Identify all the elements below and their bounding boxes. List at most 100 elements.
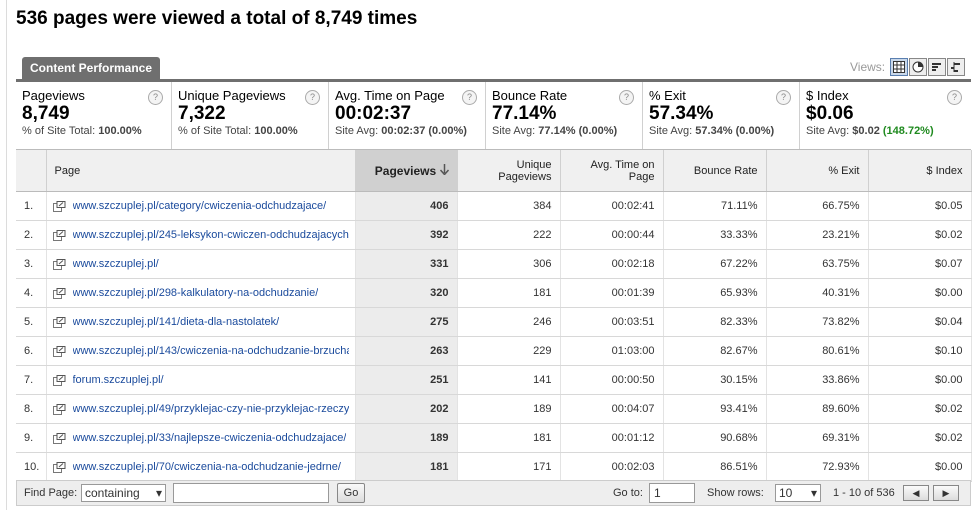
column-header-unique-pageviews[interactable]: Unique Pageviews bbox=[457, 150, 561, 192]
metric-sub: Site Avg: 57.34% (0.00%) bbox=[649, 125, 775, 137]
page-cell: www.szczuplej.pl/ bbox=[46, 249, 356, 279]
unique-pageviews-cell: 229 bbox=[457, 336, 561, 366]
views-label: Views: bbox=[850, 60, 886, 74]
metric-value: 8,749 bbox=[22, 103, 70, 124]
external-link-icon[interactable] bbox=[52, 287, 66, 299]
exit-cell: 33.86% bbox=[766, 365, 869, 395]
page-link[interactable]: forum.szczuplej.pl/ bbox=[72, 374, 164, 386]
page-link[interactable]: www.szczuplej.pl/298-kalkulatory-na-odch… bbox=[72, 287, 319, 299]
pageviews-cell: 189 bbox=[355, 423, 458, 453]
external-link-icon[interactable] bbox=[52, 229, 66, 241]
bounce-rate-cell: 82.33% bbox=[663, 307, 767, 337]
go-button[interactable]: Go bbox=[337, 483, 365, 503]
page-cell: www.szczuplej.pl/49/przyklejac-czy-nie-p… bbox=[46, 394, 356, 424]
avg-time-cell: 00:00:44 bbox=[560, 220, 664, 250]
page-link[interactable]: www.szczuplej.pl/ bbox=[72, 258, 159, 270]
external-link-icon[interactable] bbox=[52, 461, 66, 473]
bounce-rate-cell: 86.51% bbox=[663, 452, 767, 482]
chevron-down-icon: ▾ bbox=[810, 486, 817, 500]
column-header-pageviews[interactable]: Pageviews bbox=[355, 150, 458, 192]
help-icon[interactable]: ? bbox=[947, 90, 962, 105]
table-row: 4. www.szczuplej.pl/298-kalkulatory-na-od… bbox=[16, 278, 972, 308]
page-link[interactable]: www.szczuplej.pl/33/najlepsze-cwiczenia-… bbox=[72, 432, 347, 444]
prev-page-button[interactable]: ◀ bbox=[903, 485, 929, 501]
avg-time-cell: 00:02:03 bbox=[560, 452, 664, 482]
help-icon[interactable]: ? bbox=[619, 90, 634, 105]
show-rows-label: Show rows: bbox=[707, 487, 764, 499]
external-link-icon[interactable] bbox=[52, 316, 66, 328]
pie-view-icon[interactable] bbox=[909, 58, 928, 76]
metric-index: $ Index $0.06 Site Avg: $0.02 (148.72%) … bbox=[800, 82, 970, 149]
bounce-rate-cell: 33.33% bbox=[663, 220, 767, 250]
pageviews-cell: 320 bbox=[355, 278, 458, 308]
metric-sub: % of Site Total: 100.00% bbox=[178, 125, 298, 137]
metric-value: 00:02:37 bbox=[335, 103, 412, 124]
avg-time-cell: 00:00:50 bbox=[560, 365, 664, 395]
metric-label: Unique Pageviews bbox=[178, 88, 286, 103]
find-page-label: Find Page: bbox=[24, 487, 78, 499]
index-cell: $0.10 bbox=[868, 336, 972, 366]
external-link-icon[interactable] bbox=[52, 345, 66, 357]
column-header-bounce-rate[interactable]: Bounce Rate bbox=[663, 150, 767, 192]
page-cell: www.szczuplej.pl/143/cwiczenia-na-odchud… bbox=[46, 336, 356, 366]
pageviews-cell: 275 bbox=[355, 307, 458, 337]
avg-time-cell: 00:01:39 bbox=[560, 278, 664, 308]
avg-time-cell: 01:03:00 bbox=[560, 336, 664, 366]
find-mode-select[interactable]: containing ▾ bbox=[81, 484, 166, 502]
show-rows-select[interactable]: 10 ▾ bbox=[775, 484, 821, 502]
index-cell: $0.04 bbox=[868, 307, 972, 337]
page-link[interactable]: www.szczuplej.pl/141/dieta-dla-nastolate… bbox=[72, 316, 280, 328]
external-link-icon[interactable] bbox=[52, 432, 66, 444]
table-row: 9. www.szczuplej.pl/33/najlepsze-cwiczeni… bbox=[16, 423, 972, 453]
external-link-icon[interactable] bbox=[52, 258, 66, 270]
page-link[interactable]: www.szczuplej.pl/70/cwiczenia-na-odchudz… bbox=[72, 461, 341, 473]
index-cell: $0.02 bbox=[868, 423, 972, 453]
column-header-avg-time[interactable]: Avg. Time on Page bbox=[560, 150, 664, 192]
help-icon[interactable]: ? bbox=[305, 90, 320, 105]
page-link[interactable]: www.szczuplej.pl/category/cwiczenia-odch… bbox=[72, 200, 327, 212]
unique-pageviews-cell: 141 bbox=[457, 365, 561, 395]
unique-pageviews-cell: 181 bbox=[457, 423, 561, 453]
page-link[interactable]: www.szczuplej.pl/143/cwiczenia-na-odchud… bbox=[72, 345, 349, 357]
row-number: 10. bbox=[16, 452, 47, 482]
performance-view-icon[interactable] bbox=[928, 58, 947, 76]
bounce-rate-cell: 90.68% bbox=[663, 423, 767, 453]
page-link[interactable]: www.szczuplej.pl/49/przyklejac-czy-nie-p… bbox=[72, 403, 349, 415]
metric-label: Pageviews bbox=[22, 88, 85, 103]
chevron-down-icon: ▾ bbox=[155, 486, 162, 500]
metric-value: 7,322 bbox=[178, 103, 226, 124]
page-cell: www.szczuplej.pl/70/cwiczenia-na-odchudz… bbox=[46, 452, 356, 482]
table-row: 7. forum.szczuplej.pl/251 141 00:00:50 30.15… bbox=[16, 365, 972, 395]
help-icon[interactable]: ? bbox=[462, 90, 477, 105]
external-link-icon[interactable] bbox=[52, 200, 66, 212]
external-link-icon[interactable] bbox=[52, 403, 66, 415]
table-row: 2. www.szczuplej.pl/245-leksykon-cwiczen-… bbox=[16, 220, 972, 250]
comparison-view-icon[interactable] bbox=[947, 58, 966, 76]
tab-content-performance[interactable]: Content Performance bbox=[22, 57, 161, 79]
column-header-exit[interactable]: % Exit bbox=[766, 150, 869, 192]
metric-exit: % Exit 57.34% Site Avg: 57.34% (0.00%) ? bbox=[643, 82, 800, 149]
goto-input[interactable]: 1 bbox=[649, 483, 695, 503]
unique-pageviews-cell: 306 bbox=[457, 249, 561, 279]
help-icon[interactable]: ? bbox=[776, 90, 791, 105]
next-page-button[interactable]: ▶ bbox=[933, 485, 959, 501]
views-switcher: Views: bbox=[850, 57, 966, 77]
exit-cell: 40.31% bbox=[766, 278, 869, 308]
metric-value: 77.14% bbox=[492, 103, 557, 124]
table-view-icon[interactable] bbox=[890, 58, 909, 76]
metric-avg-time: Avg. Time on Page 00:02:37 Site Avg: 00:… bbox=[329, 82, 486, 149]
page-cell: www.szczuplej.pl/141/dieta-dla-nastolate… bbox=[46, 307, 356, 337]
help-icon[interactable]: ? bbox=[148, 90, 163, 105]
row-number: 9. bbox=[16, 423, 47, 453]
row-number: 7. bbox=[16, 365, 47, 395]
external-link-icon[interactable] bbox=[52, 374, 66, 386]
column-header-index[interactable]: $ Index bbox=[868, 150, 972, 192]
metric-sub: Site Avg: $0.02 (148.72%) bbox=[806, 125, 934, 137]
table-row: 3. www.szczuplej.pl/331 306 00:02:18 67.22% 6… bbox=[16, 249, 972, 279]
page-link[interactable]: www.szczuplej.pl/245-leksykon-cwiczen-od… bbox=[72, 229, 349, 241]
metric-unique-pageviews: Unique Pageviews 7,322 % of Site Total: … bbox=[172, 82, 329, 149]
column-header-page[interactable]: Page bbox=[46, 150, 356, 192]
find-page-input[interactable] bbox=[173, 483, 329, 503]
metric-label: % Exit bbox=[649, 88, 686, 103]
pageviews-cell: 202 bbox=[355, 394, 458, 424]
